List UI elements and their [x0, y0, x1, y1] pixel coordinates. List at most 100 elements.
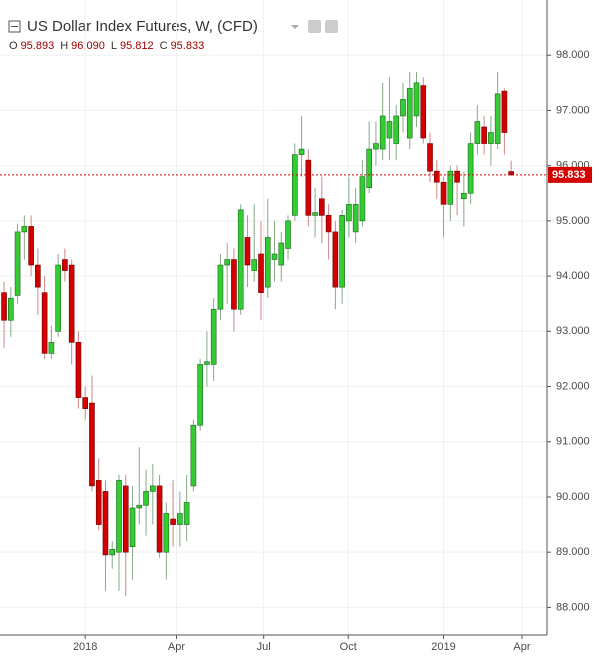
candle-body [312, 212, 318, 216]
ohlc-value: 95.893 [21, 40, 55, 52]
candle-body [413, 82, 420, 117]
y-tick-label: 92.000 [556, 380, 590, 392]
candle-body [129, 507, 136, 547]
candle-body [190, 424, 197, 487]
candle-body [346, 204, 352, 222]
candle-body [400, 99, 406, 117]
y-tick-label: 93.000 [556, 325, 590, 337]
x-tick-label: 2018 [73, 641, 97, 653]
candle-body [217, 264, 224, 310]
candle-body [291, 154, 298, 216]
candle-body [55, 264, 61, 332]
y-tick-label: 90.000 [556, 491, 590, 503]
candle-body [508, 171, 514, 176]
candle-body [95, 480, 102, 525]
candle-body [14, 231, 21, 296]
candle-body [352, 204, 359, 233]
candle-body [109, 549, 116, 556]
y-tick-label: 98.000 [556, 49, 590, 61]
candle-body [420, 85, 427, 139]
candle-body [440, 181, 447, 205]
candle-body [156, 485, 163, 553]
candle-body [427, 143, 433, 172]
candle-body [237, 209, 244, 310]
candle-body [319, 198, 325, 216]
y-tick-label: 94.000 [556, 270, 590, 282]
candle-body [48, 342, 55, 354]
x-tick-label: 2019 [431, 641, 455, 653]
candle-body [488, 132, 494, 144]
candle-body [406, 88, 413, 139]
candle-body [251, 259, 258, 271]
candle-body [35, 264, 41, 288]
price-tag-label: 95.833 [552, 169, 586, 181]
candle-body [224, 259, 230, 266]
x-tick-label: Oct [340, 641, 357, 653]
candle-body [258, 253, 264, 293]
ohlc-value: 95.833 [171, 40, 205, 52]
eye-icon[interactable] [308, 20, 321, 33]
candle-body [433, 170, 440, 183]
candle-body [163, 513, 170, 553]
candle-body [41, 292, 48, 354]
candle-body [75, 342, 82, 398]
ohlc-value: 96.090 [71, 40, 105, 52]
candle-body [197, 364, 203, 426]
candle-body [102, 491, 109, 556]
candle-body [244, 237, 251, 266]
x-tick-label: Apr [168, 641, 185, 653]
candle-body [305, 159, 312, 216]
candle-body [62, 259, 68, 271]
ohlc-name: O [9, 40, 18, 52]
candle-body [68, 264, 75, 343]
candle-body [82, 397, 88, 409]
candle-body [28, 226, 34, 266]
candle-body [481, 126, 487, 144]
candle-body [264, 237, 271, 288]
y-tick-label: 97.000 [556, 104, 590, 116]
candle-body [339, 215, 345, 288]
candle-body [89, 402, 95, 487]
y-tick-label: 89.000 [556, 546, 590, 558]
candle-body [454, 170, 460, 183]
candle-body [278, 242, 285, 266]
candle-body [143, 491, 149, 506]
candle-body [183, 502, 190, 525]
candle-body [359, 176, 366, 222]
candle-body [271, 253, 278, 260]
y-tick-label: 95.000 [556, 215, 590, 227]
ohlc-value: 95.812 [120, 40, 154, 52]
x-tick-label: Jul [257, 641, 271, 653]
candle-body [366, 148, 372, 189]
candle-body [393, 115, 400, 144]
candle-body [379, 115, 386, 150]
candle-body [461, 192, 467, 200]
price-tag [548, 166, 592, 183]
candle-body [1, 292, 7, 321]
candle-body [285, 220, 291, 249]
candle-body [332, 231, 339, 288]
dropdown-icon[interactable] [291, 25, 299, 29]
candle-body [210, 308, 217, 365]
candle-body [122, 485, 129, 553]
candle-body [136, 504, 143, 509]
candle-body [447, 170, 454, 205]
y-tick-label: 91.000 [556, 436, 590, 448]
y-tick-label: 88.000 [556, 601, 590, 613]
chart-title: US Dollar Index Futures, W, (CFD) [27, 18, 258, 35]
candle-body [474, 121, 481, 144]
candle-body [204, 361, 210, 365]
settings-icon[interactable] [325, 20, 338, 33]
candle-body [177, 513, 183, 525]
candle-body [170, 518, 176, 525]
candle-body [325, 215, 332, 233]
candle-body [8, 297, 14, 321]
candle-body [116, 480, 122, 553]
ohlc-name: C [160, 40, 168, 52]
candle-body [21, 226, 28, 233]
candle-body [373, 143, 379, 150]
candle-body [231, 259, 237, 310]
ohlc-name: L [111, 40, 117, 52]
ohlc-name: H [60, 40, 68, 52]
